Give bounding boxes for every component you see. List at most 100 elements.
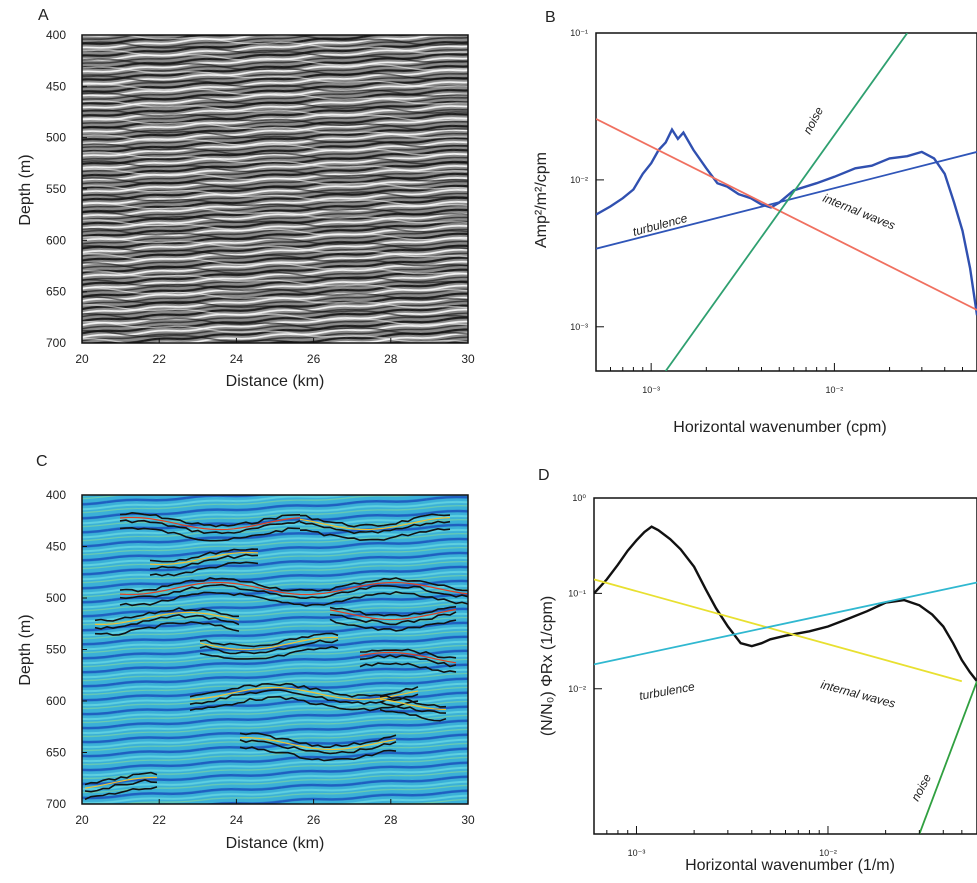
panel-b-xtick-label: 10⁻² — [826, 385, 844, 395]
panel-c-layer-highlight — [189, 686, 419, 701]
panel-c-layer-trace — [119, 519, 301, 535]
panel-c-layer-highlight — [329, 608, 457, 621]
panel-b-xtick-label: 10⁻³ — [642, 385, 660, 395]
panel-c-layer-trace — [199, 632, 339, 648]
panel-b-ticks: 10⁻³ 10⁻² 10⁻³ 10⁻² 10⁻¹ — [570, 28, 963, 395]
panel-c-layer-trace — [94, 613, 240, 630]
panel-b-label: B — [545, 9, 556, 26]
panel-c-layer-highlight — [299, 517, 451, 531]
panel-b-ytick-label: 10⁻³ — [570, 322, 588, 332]
panel-a-label: A — [38, 7, 49, 24]
panel-c-layer-trace — [239, 732, 397, 748]
panel-c-layer-highlight — [149, 551, 259, 566]
panel-a-ytick-label: 500 — [46, 131, 66, 145]
panel-c-layer-trace — [329, 618, 457, 632]
panel-a-ticks: 20 22 24 26 28 30 400 450 500 550 600 650 700 — [46, 28, 475, 366]
panel-c-layer-trace — [84, 786, 158, 801]
panel-b-series-0 — [596, 127, 977, 316]
panel-a-xtick-label: 26 — [307, 352, 321, 366]
panel-d-ytick-label: 10⁻² — [568, 684, 586, 694]
panel-a-xtick-label: 20 — [75, 352, 89, 366]
panel-c-xtick-label: 28 — [384, 813, 398, 827]
panel-c-layer-trace — [199, 639, 339, 655]
panel-d-series-3 — [918, 680, 977, 834]
panel-d-series — [594, 525, 977, 834]
panel-c-ticks: 20 22 24 26 28 30 400 450 500 550 600 650 700 — [46, 488, 475, 827]
panel-a-texture — [82, 35, 468, 343]
panel-b-xlabel: Horizontal wavenumber (cpm) — [673, 419, 886, 436]
panel-c-layer-trace — [359, 654, 457, 668]
panel-c-ytick-label: 400 — [46, 488, 66, 502]
panel-c-layer-trace — [199, 645, 339, 660]
panel-c-layer-trace — [119, 590, 469, 607]
panel-a-ytick-label: 700 — [46, 336, 66, 350]
panel-a-xtick-label: 28 — [384, 352, 398, 366]
panel-c-layer-trace — [189, 695, 419, 712]
panel-a-ytick-label: 550 — [46, 182, 66, 196]
panel-c-layer-trace — [94, 621, 240, 636]
panel-b-ylabel: Amp²/m²/cpm — [533, 152, 550, 248]
panel-c-tracked-layers — [84, 511, 469, 801]
panel-d-xlabel: Horizontal wavenumber (1/m) — [685, 857, 895, 874]
panel-d-label: D — [538, 467, 550, 484]
panel-a-ytick-label: 600 — [46, 233, 66, 247]
panel-d-frame — [593, 497, 977, 835]
panel-c-layer-trace — [119, 576, 469, 593]
panel-c-ytick-label: 700 — [46, 797, 66, 811]
panel-d-xtick-label: 10⁻³ — [628, 848, 646, 858]
panel-b-series-2 — [596, 118, 977, 311]
panel-d-ticks: 10⁻³ 10⁻² 10⁻² 10⁻¹ 10⁰ — [568, 493, 963, 858]
panel-a-xtick-label: 24 — [230, 352, 244, 366]
panel-c-layer-trace — [299, 527, 451, 542]
panel-c-ytick-label: 450 — [46, 540, 66, 554]
panel-a-ytick-label: 400 — [46, 28, 66, 42]
panel-c-ytick-label: 550 — [46, 643, 66, 657]
panel-d-series-1 — [594, 578, 963, 683]
panel-c-ytick-label: 500 — [46, 591, 66, 605]
panel-c-layer-trace — [149, 553, 259, 570]
panel-c-layer-trace — [329, 611, 457, 626]
panel-d-ytick-label: 10⁻¹ — [568, 588, 586, 598]
panel-c-layer-trace — [379, 701, 447, 714]
panel-a-ytick-label: 450 — [46, 79, 66, 93]
panel-c-ylabel: Depth (m) — [17, 614, 34, 685]
panel-b-ytick-label: 10⁻¹ — [570, 28, 588, 38]
panel-d-ylabel: (N/N₀) ΦRx (1/cpm) — [539, 596, 556, 736]
panel-c-xtick-label: 22 — [153, 813, 167, 827]
panel-b-series-3 — [664, 33, 909, 371]
panel-c-layer-highlight — [359, 651, 457, 664]
panel-c-layer-trace — [329, 606, 457, 617]
panel-c-layer-highlight — [119, 516, 301, 531]
panel-b-ytick-label: 10⁻² — [570, 175, 588, 185]
panel-c-layer-trace — [94, 607, 239, 622]
panel-d-xtick-label: 10⁻² — [819, 848, 837, 858]
panel-c-xtick-label: 26 — [307, 813, 321, 827]
panel-c-layer-trace — [379, 694, 447, 708]
panel-d-series-2 — [594, 581, 977, 666]
panel-c-layer-highlight — [94, 611, 240, 626]
panel-a-xtick-label: 30 — [461, 352, 475, 366]
panel-c-layer-trace — [239, 746, 397, 762]
panel-c-layer-trace — [119, 583, 469, 600]
panel-c-layer-highlight — [119, 581, 469, 596]
panel-a-xlabel: Distance (km) — [226, 373, 325, 390]
panel-c-layer-trace — [189, 682, 419, 698]
panel-c-layer-trace — [119, 526, 301, 542]
panel-b-series-1 — [596, 151, 977, 250]
panel-c-layer-trace — [299, 520, 451, 535]
panel-a-xtick-label: 22 — [153, 352, 167, 366]
panel-b-series — [596, 33, 977, 371]
panel-c-xtick-label: 24 — [230, 813, 244, 827]
panel-c-xtick-label: 30 — [461, 813, 475, 827]
panel-c-layer-highlight — [239, 736, 397, 751]
panel-a-ytick-label: 650 — [46, 285, 66, 299]
panel-c-layer-trace — [239, 739, 397, 755]
panel-c-label: C — [36, 453, 48, 470]
panel-c-layer-trace — [359, 662, 457, 674]
panel-c-layer-trace — [360, 648, 457, 659]
panel-c-layer-trace — [379, 708, 447, 722]
panel-d-series-0 — [594, 525, 977, 682]
panel-c-layer-trace — [149, 561, 259, 577]
panel-c-ytick-label: 650 — [46, 746, 66, 760]
